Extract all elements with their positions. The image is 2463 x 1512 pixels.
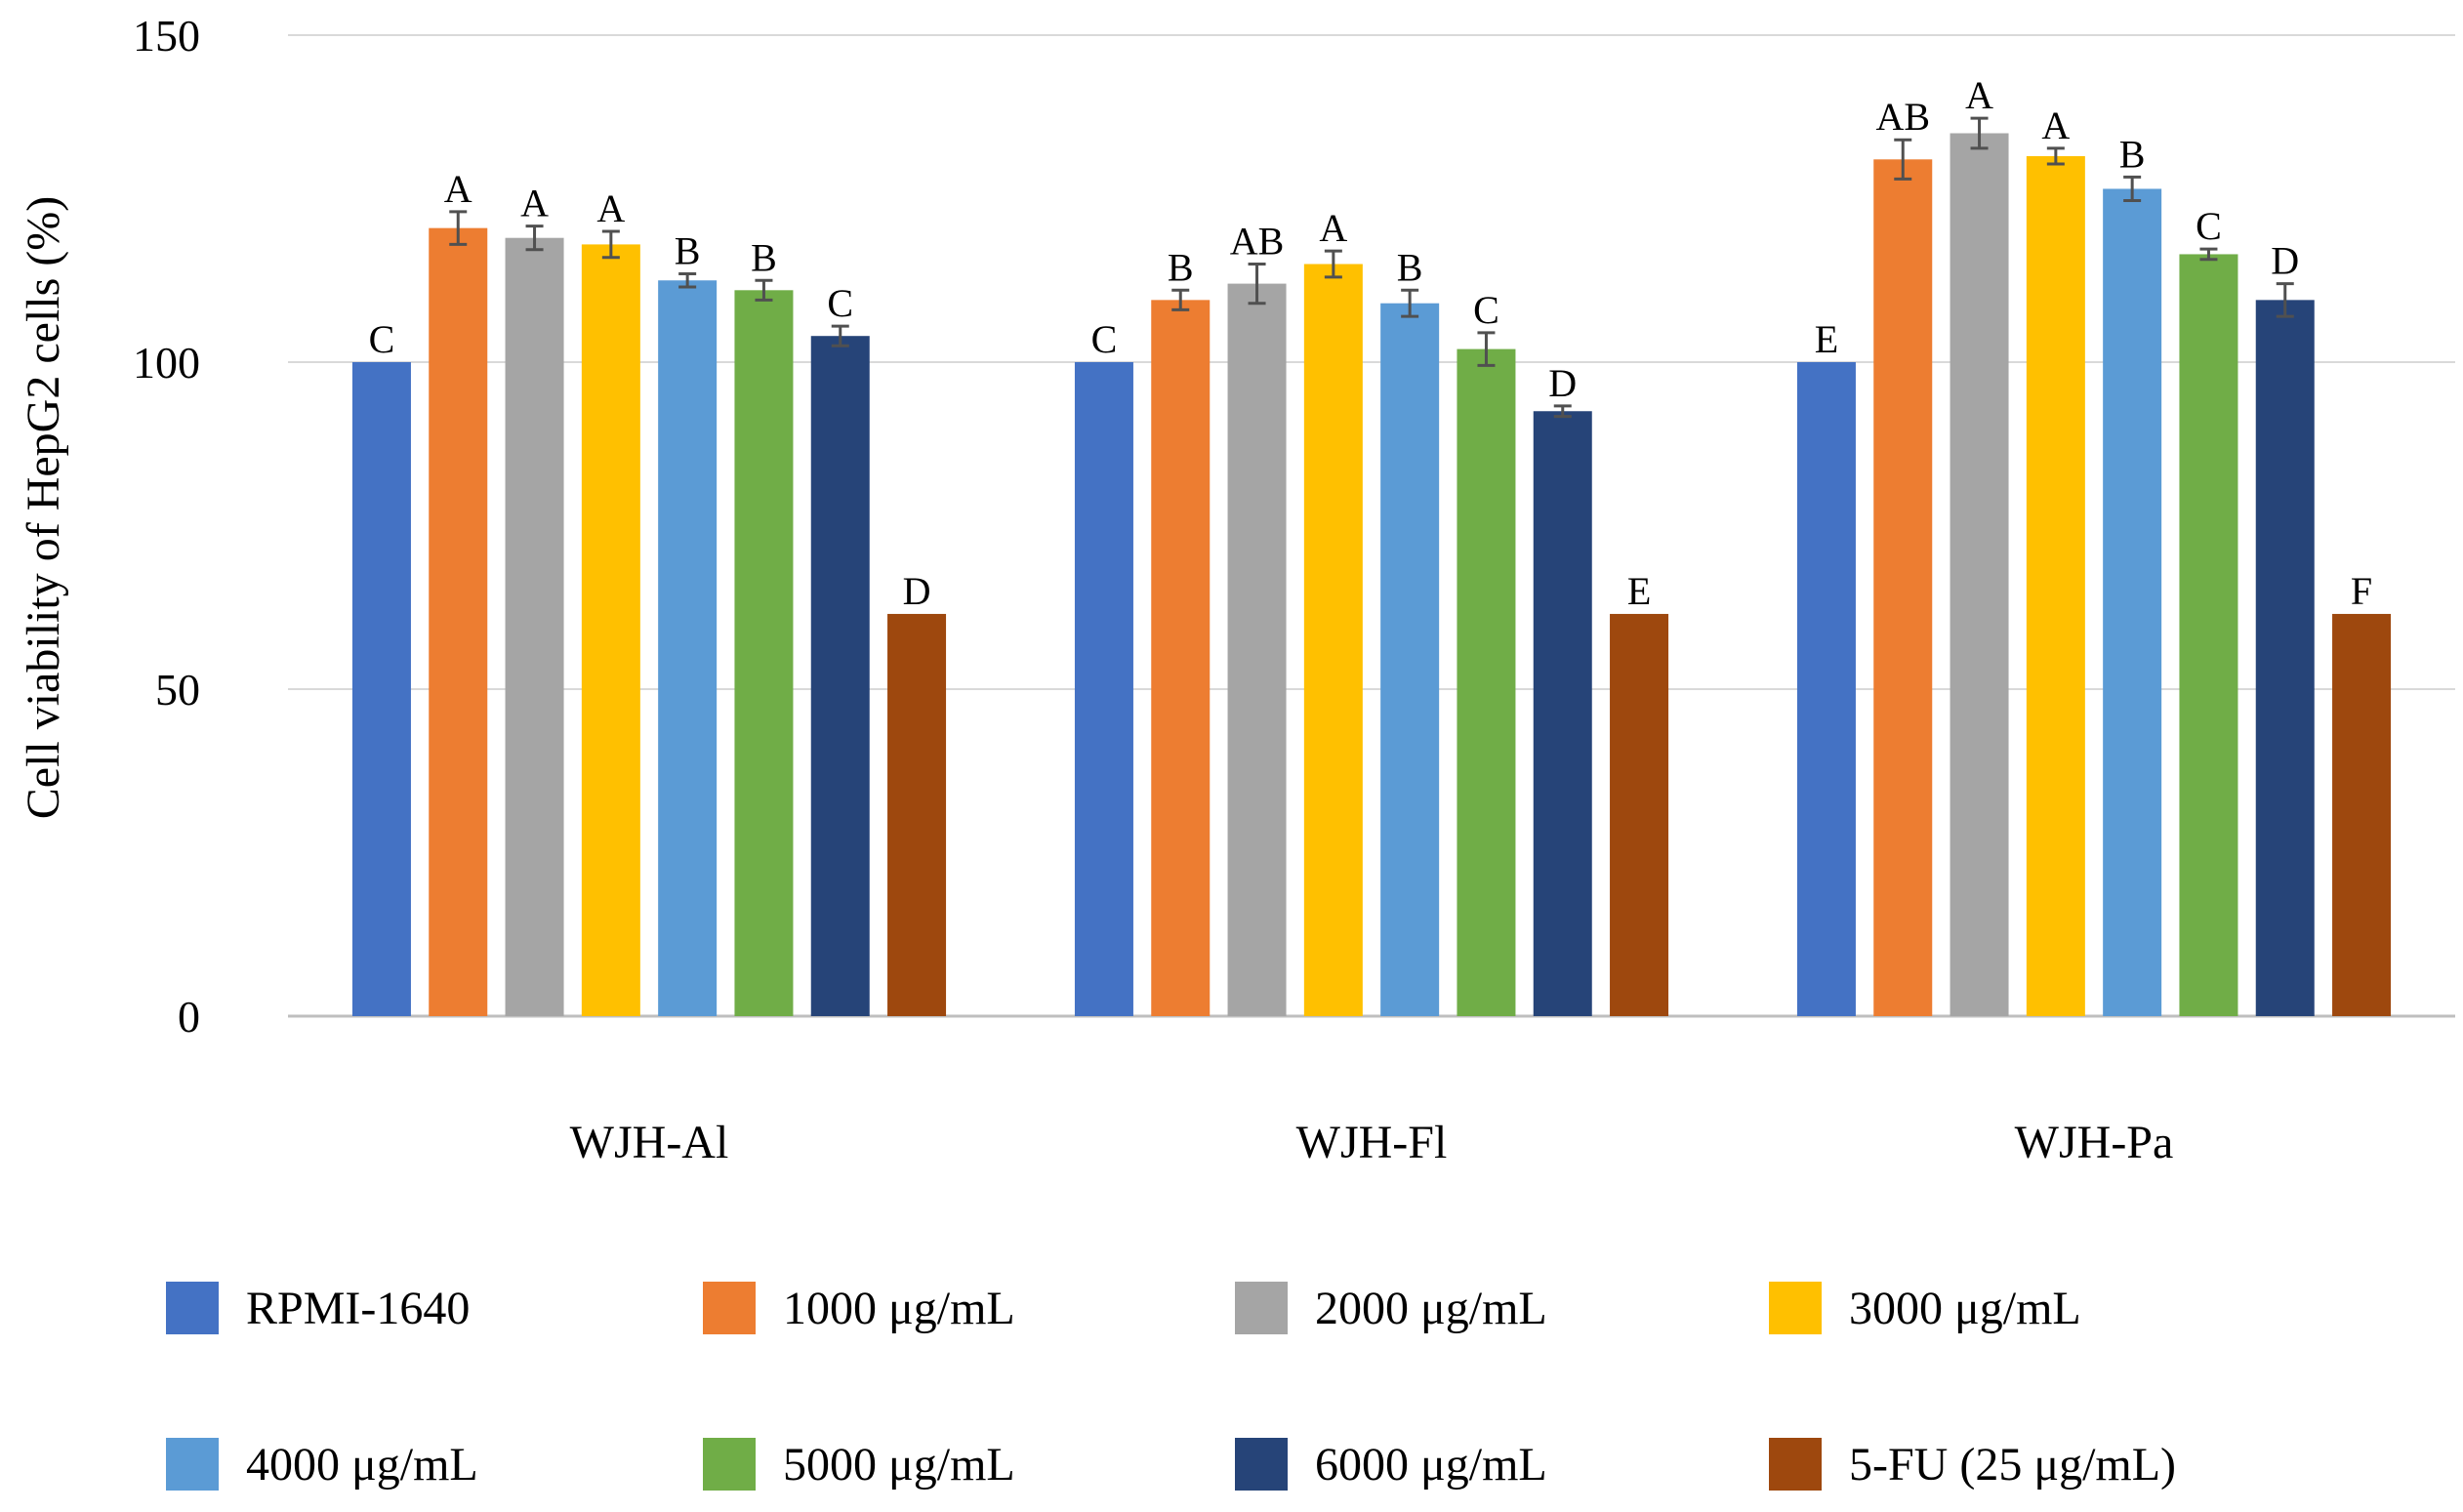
bar <box>2332 613 2392 1016</box>
legend: RPMI-1640 1000 μg/mL 2000 μg/mL 3000 μg/mL 4… <box>166 1282 2176 1491</box>
y-axis-title: Cell viability of HepG2 cells (%) <box>18 196 69 820</box>
bar <box>658 280 718 1016</box>
significance-letter: F <box>2351 569 2372 613</box>
x-axis-categories: WJH-Al WJH-Fl WJH-Pa <box>570 1117 2174 1168</box>
legend-swatch <box>1235 1282 1288 1334</box>
bar <box>887 613 947 1016</box>
legend-swatch <box>703 1438 756 1491</box>
significance-letter: A <box>596 186 625 230</box>
bar <box>1227 283 1287 1017</box>
bar <box>2103 188 2162 1016</box>
bar <box>1380 303 1440 1016</box>
significance-letter: C <box>1091 317 1118 361</box>
bar <box>351 362 411 1016</box>
legend-label: 2000 μg/mL <box>1315 1283 1547 1334</box>
bar <box>2026 155 2085 1016</box>
legend-swatch <box>703 1282 756 1334</box>
significance-letter: C <box>1473 288 1499 332</box>
significance-letter: A <box>1965 73 1993 117</box>
bar <box>1610 613 1669 1016</box>
significance-letter: B <box>675 229 701 273</box>
legend-swatch <box>166 1438 219 1491</box>
legend-label: 5000 μg/mL <box>783 1439 1015 1491</box>
significance-letter: B <box>1397 245 1423 289</box>
category-label: WJH-Al <box>570 1117 729 1168</box>
bar <box>2255 300 2315 1017</box>
significance-letter: B <box>1168 245 1194 289</box>
bar <box>581 244 640 1016</box>
bars <box>351 133 2392 1017</box>
legend-label: 1000 μg/mL <box>783 1283 1015 1334</box>
bar <box>734 290 794 1016</box>
bar <box>429 227 488 1016</box>
bar <box>2179 254 2238 1016</box>
y-tick-label: 50 <box>155 665 200 715</box>
gridlines <box>288 34 2455 1018</box>
significance-letter: A <box>444 167 472 211</box>
significance-letter: C <box>2196 204 2222 248</box>
significance-letter: A <box>1319 206 1347 250</box>
bar <box>1303 264 1363 1016</box>
error-bars <box>449 116 2294 419</box>
bar <box>505 237 564 1016</box>
significance-letter: B <box>2119 132 2146 176</box>
legend-label: RPMI-1640 <box>246 1283 470 1334</box>
legend-swatch <box>1769 1282 1822 1334</box>
category-label: WJH-Pa <box>2015 1117 2174 1168</box>
legend-label: 4000 μg/mL <box>246 1439 478 1491</box>
significance-letter: AB <box>1875 95 1930 139</box>
bar <box>1950 133 2009 1016</box>
significance-letter: A <box>2041 103 2070 147</box>
legend-swatch <box>1235 1438 1288 1491</box>
y-tick-label: 150 <box>133 11 200 61</box>
significance-letter: D <box>2271 239 2299 283</box>
significance-letter: D <box>1548 361 1577 405</box>
y-tick-label: 0 <box>178 992 200 1042</box>
y-tick-label: 100 <box>133 338 200 388</box>
bar <box>1151 300 1211 1017</box>
bar <box>1796 362 1856 1016</box>
legend-swatch <box>166 1282 219 1334</box>
legend-label: 6000 μg/mL <box>1315 1439 1547 1491</box>
significance-letter: AB <box>1230 220 1285 264</box>
significance-letter: B <box>751 235 777 279</box>
significance-letter: A <box>520 182 549 225</box>
legend-label: 3000 μg/mL <box>1849 1283 2081 1334</box>
bar <box>1873 159 1933 1017</box>
significance-letter: E <box>1815 317 1838 361</box>
significance-letter: C <box>827 281 853 325</box>
category-label: WJH-Fl <box>1296 1117 1448 1168</box>
bar <box>1533 411 1592 1016</box>
legend-label: 5-FU (25 μg/mL) <box>1849 1439 2176 1491</box>
bar <box>1457 348 1516 1017</box>
significance-letter: E <box>1627 569 1651 613</box>
significance-letter: C <box>369 317 395 361</box>
bar <box>810 336 870 1016</box>
legend-swatch <box>1769 1438 1822 1491</box>
significance-letter: D <box>903 569 931 613</box>
y-axis-ticks: 0 50 100 150 <box>133 11 200 1042</box>
bar <box>1074 362 1133 1016</box>
